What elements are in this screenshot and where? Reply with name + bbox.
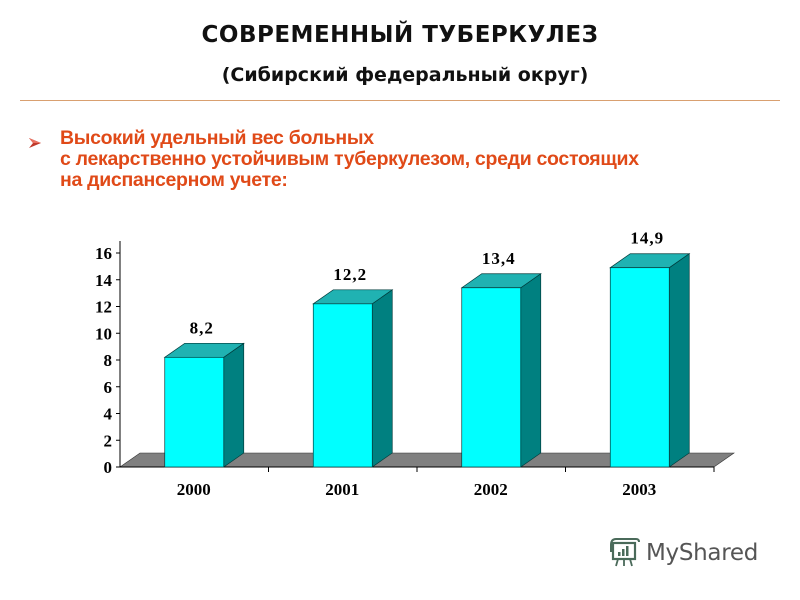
y-tick-label: 12 xyxy=(95,298,112,317)
presentation-board-icon xyxy=(610,538,640,567)
title-divider xyxy=(20,100,780,101)
bullet-line-1: Высокий удельный вес больных xyxy=(60,127,374,149)
arrow-bullet-icon xyxy=(29,138,41,148)
x-category-label: 2002 xyxy=(474,480,508,499)
y-tick-label: 0 xyxy=(104,458,113,477)
bar-value-label: 8,2 xyxy=(190,318,214,337)
x-category-label: 2001 xyxy=(325,480,359,499)
bar-value-label: 13,4 xyxy=(482,249,516,268)
y-tick-label: 4 xyxy=(104,405,113,424)
y-tick-label: 14 xyxy=(95,271,113,290)
bullet-text: Высокий удельный вес больных с лекарстве… xyxy=(60,128,780,191)
y-tick-label: 6 xyxy=(104,378,113,397)
y-tick-label: 8 xyxy=(104,351,113,370)
slide-title: СОВРЕМЕННЫЙ ТУБЕРКУЛЕЗ xyxy=(201,22,599,48)
bar-2003 xyxy=(609,253,691,468)
y-tick-label: 16 xyxy=(95,244,112,263)
x-category-label: 2000 xyxy=(177,480,211,499)
slide-subtitle: (Сибирский федеральный округ) xyxy=(221,64,589,86)
bar-value-label: 14,9 xyxy=(630,229,664,248)
y-tick-label: 2 xyxy=(104,431,113,450)
x-category-label: 2003 xyxy=(622,480,656,499)
bullet-line-3: на диспансерном учете: xyxy=(60,169,288,191)
y-tick-label: 10 xyxy=(95,324,112,343)
bar-2002 xyxy=(460,273,542,468)
watermark-text: MyShared xyxy=(646,540,759,566)
watermark: MyShared xyxy=(606,536,758,570)
bullet-line-2: с лекарственно устойчивым туберкулезом, … xyxy=(60,148,639,170)
bar-2001 xyxy=(312,289,394,468)
bar-value-label: 12,2 xyxy=(333,265,367,284)
bar-2000 xyxy=(163,342,245,468)
